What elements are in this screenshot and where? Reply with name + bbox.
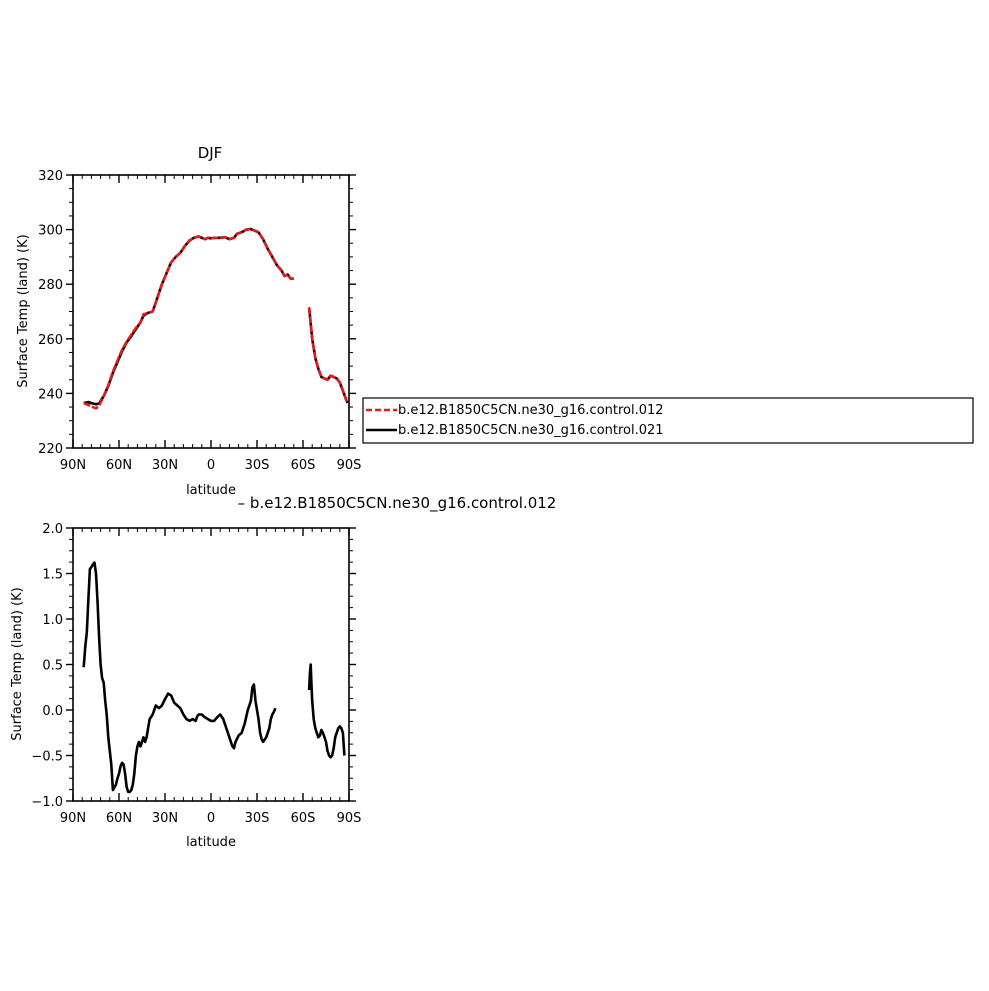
y-tick-label: −1.0 <box>31 795 63 810</box>
series-line-difference <box>307 663 346 759</box>
difference-label: – b.e12.B1850C5CN.ne30_g16.control.012 <box>238 494 557 513</box>
x-tick-label: 0 <box>207 458 215 473</box>
y-tick-label: 1.5 <box>42 568 63 583</box>
chart-title: DJF <box>198 144 223 162</box>
series-line-difference <box>82 561 277 794</box>
y-tick-label: 280 <box>38 278 63 293</box>
legend-entry-run1: b.e12.B1850C5CN.ne30_g16.control.012 <box>398 403 664 418</box>
x-axis-label: latitude <box>186 483 236 498</box>
y-tick-label: 300 <box>38 224 63 239</box>
y-tick-label: 0.5 <box>42 659 63 674</box>
x-tick-label: 90N <box>60 458 86 473</box>
y-axis-label: Surface Temp (land) (K) <box>10 587 25 740</box>
legend-box <box>362 397 974 444</box>
y-tick-label: 320 <box>38 169 63 184</box>
x-tick-label: 0 <box>207 811 215 826</box>
y-tick-label: 260 <box>38 333 63 348</box>
legend: b.e12.B1850C5CN.ne30_g16.control.012 b.e… <box>362 397 974 444</box>
x-tick-label: 60N <box>106 811 132 826</box>
x-tick-label: 30S <box>245 458 270 473</box>
difference-panel: – b.e12.B1850C5CN.ne30_g16.control.012 S… <box>10 494 556 850</box>
legend-entry-run2: b.e12.B1850C5CN.ne30_g16.control.021 <box>398 423 664 438</box>
series-line-run1 <box>83 227 294 410</box>
y-tick-label: −0.5 <box>31 750 63 765</box>
x-tick-label: 90S <box>337 811 362 826</box>
x-tick-label: 30S <box>245 811 270 826</box>
x-tick-label: 30N <box>152 458 178 473</box>
y-tick-label: 0.0 <box>42 704 63 719</box>
x-tick-label: 90N <box>60 811 86 826</box>
x-tick-label: 60S <box>291 811 316 826</box>
x-tick-label: 60S <box>291 458 316 473</box>
y-tick-label: 220 <box>38 442 63 457</box>
plot-frame <box>72 527 350 802</box>
series-line-run2 <box>83 227 294 406</box>
x-tick-label: 90S <box>337 458 362 473</box>
series-line-run1 <box>307 307 349 404</box>
plot-frame <box>72 174 350 449</box>
y-tick-label: 1.0 <box>42 613 63 628</box>
x-axis-label: latitude <box>186 835 236 850</box>
y-tick-label: 240 <box>38 387 63 402</box>
y-axis-label: Surface Temp (land) (K) <box>16 234 31 387</box>
temperature-panel: DJF Surface Temp (land) (K) latitude 90N… <box>16 144 361 498</box>
x-tick-label: 60N <box>106 458 132 473</box>
y-tick-label: 2.0 <box>42 522 63 537</box>
x-tick-label: 30N <box>152 811 178 826</box>
